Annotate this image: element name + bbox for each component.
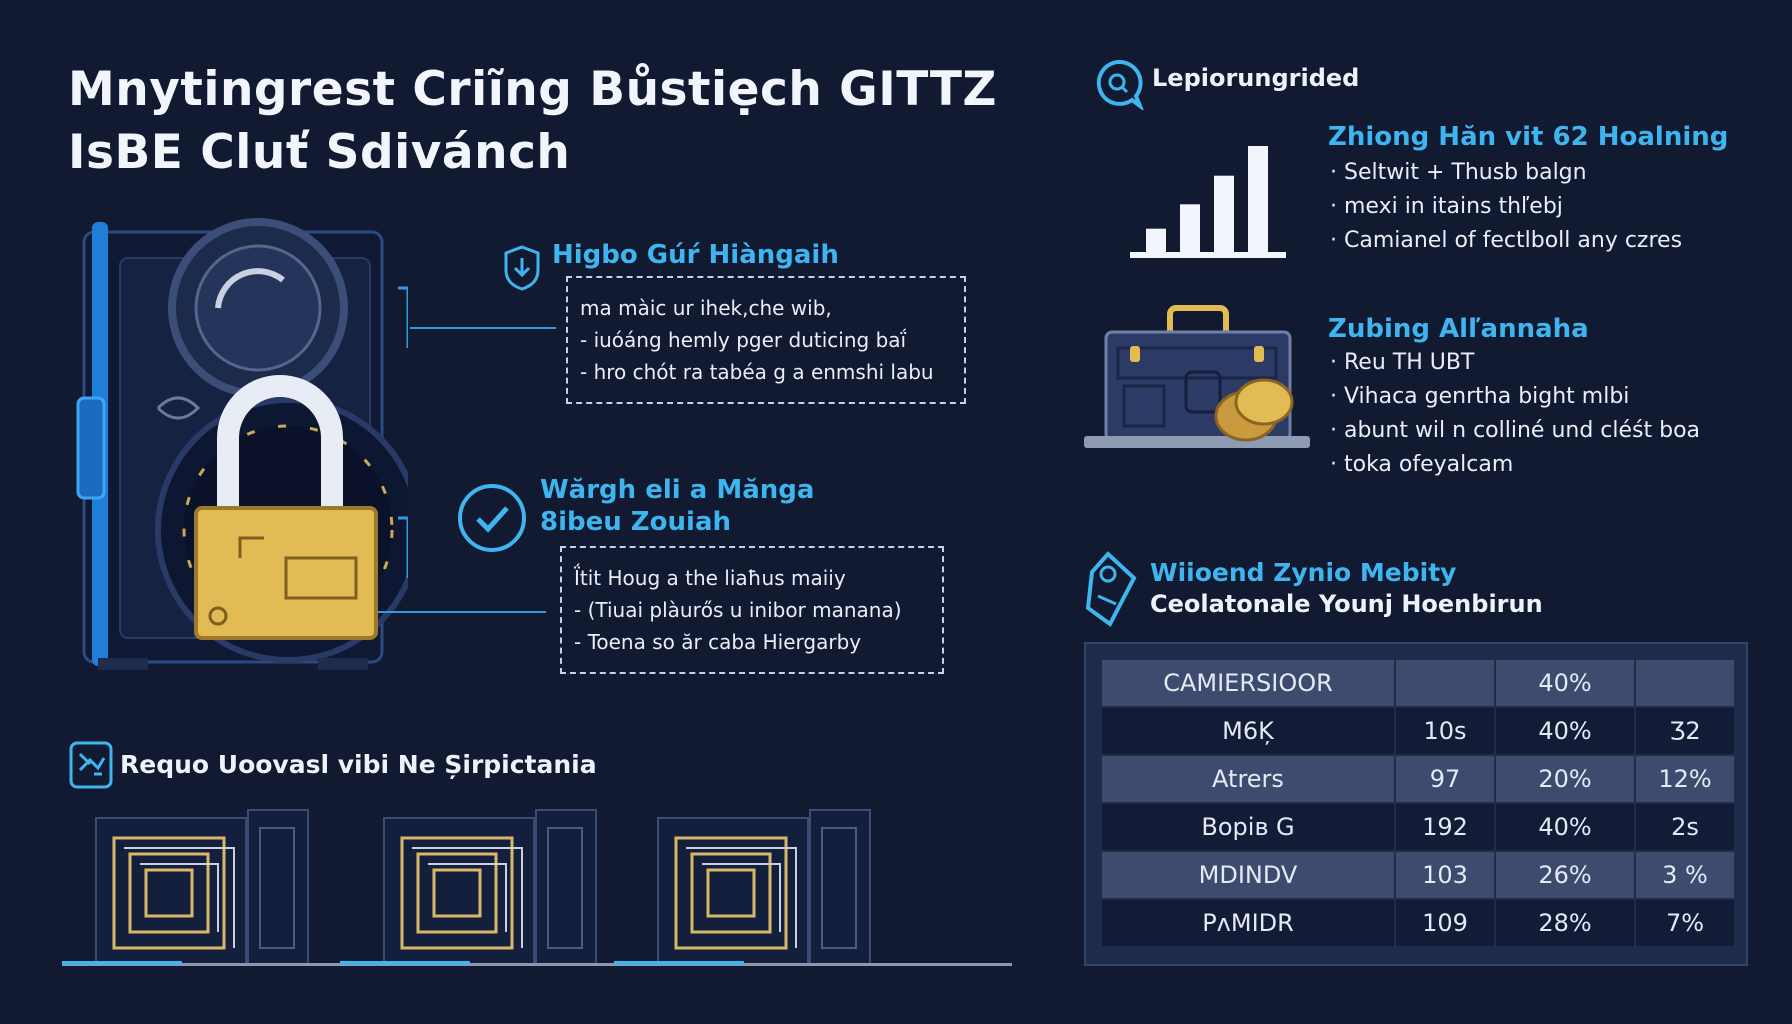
security-point-2-line: Ḯtit Houg a the liaħus maiiy [574, 566, 846, 590]
baseline-accent [614, 961, 744, 965]
table-cell: MDINDV [1100, 850, 1396, 900]
table-section-subheading: Ceolatonale Younj Hoenbirun [1150, 590, 1543, 618]
table-cell: Atrers [1100, 754, 1396, 804]
table-row: PᴧMIDR 109 28% 7% [1100, 898, 1736, 948]
briefcase-coins-icon [1078, 302, 1314, 458]
table-header-row: CAMIERSIOOR 40% [1100, 658, 1736, 708]
tag-icon [1082, 548, 1142, 628]
growth-list: · Seltwit + Thusb balgn · mexi in itains… [1330, 156, 1682, 258]
stats-table: CAMIERSIOOR 40% M6Ķ 10ꜱ 40% Ʒ2 Atrers 97… [1100, 658, 1736, 948]
connector-line [410, 327, 556, 329]
page-title: Mnytingrest Criĩng Bůstiẹch GITTZ IsBE C… [68, 58, 997, 184]
table-row: Bopiʙ G 192 40% 2ꜱ [1100, 802, 1736, 852]
security-point-1-box: ma màic ur ihek,che wib, - iuóáng hemly … [566, 276, 966, 404]
security-point-2-box: Ḯtit Houg a the liaħus maiiy - (Tiuai pl… [560, 546, 944, 674]
growth-bar [1146, 228, 1166, 252]
right-header-label: Lepiorungrided [1152, 64, 1360, 92]
stats-table-panel: CAMIERSIOOR 40% M6Ķ 10ꜱ 40% Ʒ2 Atrers 97… [1084, 642, 1748, 966]
growth-heading: Zhiong Hăn vit 62 Hoalning [1328, 122, 1729, 152]
servers-baseline [62, 963, 1012, 966]
safe-padlock-illustration [68, 218, 408, 678]
table-cell: 40% [1494, 802, 1636, 852]
table-header-cell [1634, 658, 1736, 708]
growth-bar [1180, 204, 1200, 252]
baseline-accent [62, 961, 182, 965]
table-cell: 2ꜱ [1634, 802, 1736, 852]
server-rack-illustration [656, 808, 876, 964]
finance-list: · Reu TH UBT · Vihaca genrtha bight mlbi… [1330, 346, 1700, 482]
search-bubble-icon [1092, 58, 1144, 110]
bar-chart-icon [1128, 136, 1288, 262]
table-cell: 10ꜱ [1394, 706, 1496, 756]
table-section-heading: Wiioend Zynio Mebity [1150, 558, 1457, 587]
finance-list-item: · abunt wil n colliné und cléśt boa [1330, 418, 1701, 443]
table-row: MDINDV 103 26% 3 % [1100, 850, 1736, 900]
finance-list-item: · Vihaca genrtha bight mlbi [1330, 384, 1630, 409]
growth-list-item: · mexi in itains thľebj [1330, 194, 1563, 219]
table-header-cell [1394, 658, 1496, 708]
table-cell: 109 [1394, 898, 1496, 948]
storage-heading: Requo Uoovasl vibi Ne Șirpictania [120, 750, 597, 779]
finance-list-item: · Reu TH UBT [1330, 350, 1475, 375]
table-header-cell: CAMIERSIOOR [1100, 658, 1396, 708]
page-title-line-2: IsBE Cluť Sdivánch [68, 125, 571, 180]
server-rack-illustration [94, 808, 314, 964]
finance-heading: Zubing Alľannaha [1328, 314, 1589, 344]
table-cell: 12% [1634, 754, 1736, 804]
finance-list-item: · toka ofeyalcam [1330, 452, 1514, 477]
page-title-line-1: Mnytingrest Criĩng Bůstiẹch GITTZ [68, 62, 998, 117]
table-cell: 7% [1634, 898, 1736, 948]
check-circle-icon [456, 482, 528, 554]
table-cell: 20% [1494, 754, 1636, 804]
growth-list-item: · Seltwit + Thusb balgn [1330, 160, 1587, 185]
table-cell: 97 [1394, 754, 1496, 804]
security-point-1-line: - iuóáng hemly pger duticing baḯ [580, 328, 907, 352]
growth-bar [1248, 146, 1268, 252]
table-cell: 40% [1494, 706, 1636, 756]
shield-download-icon [502, 244, 542, 292]
table-row: M6Ķ 10ꜱ 40% Ʒ2 [1100, 706, 1736, 756]
table-cell: 192 [1394, 802, 1496, 852]
security-point-2-line: - Toena so ăr caba Hiergarby [574, 630, 862, 654]
table-row: Atrers 97 20% 12% [1100, 754, 1736, 804]
security-point-1-line: - hro chót ra tabéa g a enmshi labu [580, 360, 934, 384]
security-point-2-line: - (Tiuai plàurős u inibor manana) [574, 598, 902, 622]
table-cell: Bopiʙ G [1100, 802, 1396, 852]
table-cell: 28% [1494, 898, 1636, 948]
table-header-cell: 40% [1494, 658, 1636, 708]
baseline-accent [340, 961, 470, 965]
security-point-1-heading: Higbo Gúŕ Hiàngaih [552, 240, 839, 270]
table-cell: 103 [1394, 850, 1496, 900]
growth-bar [1214, 175, 1234, 252]
storage-icon [68, 740, 114, 790]
server-rack-illustration [382, 808, 602, 964]
table-cell: PᴧMIDR [1100, 898, 1396, 948]
growth-baseline [1130, 252, 1286, 258]
connector-line [378, 611, 546, 613]
security-point-2-heading: Wărgh eli a Măngа 8ibeu Zouiah [540, 475, 815, 537]
table-cell: M6Ķ [1100, 706, 1396, 756]
table-cell: 26% [1494, 850, 1636, 900]
table-cell: Ʒ2 [1634, 706, 1736, 756]
growth-list-item: · Camianel of fectlboll any czres [1330, 228, 1683, 253]
security-point-1-line: ma màic ur ihek,che wib, [580, 296, 832, 320]
table-cell: 3 % [1634, 850, 1736, 900]
